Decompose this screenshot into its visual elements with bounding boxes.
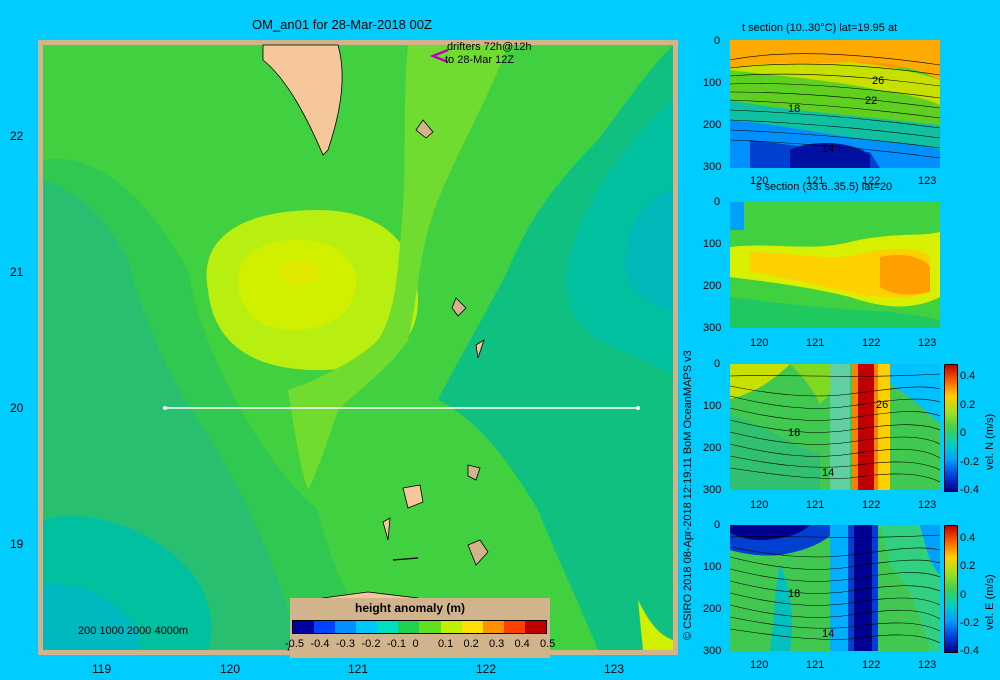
colorbar-ticks: -0.5 -0.4 -0.3 -0.2 -0.1 0 0.1 0.2 0.3 0.4 0.5 <box>285 638 555 652</box>
colorbar-swatch <box>356 621 378 633</box>
map-x-tick-120: 120 <box>220 662 241 676</box>
colorbar-swatch <box>398 621 420 633</box>
colorbar-tick: 0 <box>412 638 419 650</box>
map-x-tick-121: 121 <box>348 662 369 676</box>
colorbar-tick: 0.1 <box>438 638 454 650</box>
salinity-section <box>730 202 940 328</box>
map-y-tick-22: 22 <box>10 129 24 143</box>
vel-n-label: vel. N (m/s) <box>984 413 996 470</box>
colorbar-tick: 0.4 <box>514 638 530 650</box>
colorbar-swatch <box>419 621 441 633</box>
map-x-tick-122: 122 <box>476 662 497 676</box>
svg-text:14: 14 <box>822 467 834 479</box>
map-y-tick-20: 20 <box>10 401 24 415</box>
map-title: OM_an01 for 28-Mar-2018 00Z <box>252 17 432 32</box>
velocity-north-section: 26 18 14 <box>730 364 940 490</box>
colorbar-swatch <box>314 621 336 633</box>
colorbar-swatch <box>440 621 462 633</box>
depth-legend: 200 1000 2000 4000m <box>78 625 189 637</box>
map-x-tick-123: 123 <box>604 662 625 676</box>
colorbar-tick: -0.3 <box>336 638 355 650</box>
svg-text:26: 26 <box>876 399 888 411</box>
colorbar-tick: -0.5 <box>285 638 304 650</box>
drifter-note-line2: to 28-Mar 12Z <box>445 54 515 66</box>
colorbar-tick: 0.3 <box>489 638 505 650</box>
colorbar-strip <box>292 620 547 634</box>
drifter-note-line1: drifters 72h@12h <box>447 41 532 53</box>
colorbar-swatch <box>503 621 525 633</box>
height-anomaly-colorbar: height anomaly (m) -0.5 -0.4 -0.3 -0.2 -0.1 0… <box>285 598 555 658</box>
map-y-tick-21: 21 <box>10 265 24 279</box>
colorbar-swatch <box>482 621 504 633</box>
colorbar-swatch <box>293 621 315 633</box>
vel-e-colorbar <box>944 525 958 653</box>
colorbar-tick: -0.4 <box>310 638 330 650</box>
colorbar-label: height anomaly (m) <box>355 601 466 615</box>
panel-t-title: t section (10..30°C) lat=19.95 at <box>742 22 898 34</box>
svg-text:22: 22 <box>865 95 877 107</box>
t-contour-26: 26 <box>872 75 884 87</box>
taiwan-landmass <box>262 44 343 156</box>
vel-n-colorbar <box>944 364 958 492</box>
temperature-section: 26 22 18 14 <box>730 40 940 168</box>
drifter-arrow-icon <box>429 48 449 64</box>
svg-text:18: 18 <box>788 588 800 600</box>
vel-e-label: vel. E (m/s) <box>984 574 996 630</box>
colorbar-tick: 0.2 <box>463 638 479 650</box>
svg-text:14: 14 <box>822 628 834 640</box>
velocity-east-section: 18 14 <box>730 525 940 651</box>
colorbar-tick: -0.2 <box>361 638 381 650</box>
credit-text: © CSIRO 2018 08-Apr-2018 12:19:11 BoM Oc… <box>682 350 694 640</box>
svg-text:18: 18 <box>788 427 800 439</box>
colorbar-swatch <box>524 621 546 633</box>
map-x-tick-119: 119 <box>92 662 112 676</box>
colorbar-tick: -0.1 <box>387 638 406 650</box>
map-y-tick-19: 19 <box>10 537 24 551</box>
colorbar-swatch <box>377 621 399 633</box>
svg-text:14: 14 <box>822 143 834 155</box>
panel-s-title: s section (33.6..35.5) lat=20 <box>756 181 893 193</box>
height-anomaly-map <box>38 40 678 655</box>
colorbar-swatch <box>461 621 483 633</box>
colorbar-tick: 0.5 <box>540 638 556 650</box>
svg-text:18: 18 <box>788 103 800 115</box>
colorbar-swatch <box>335 621 357 633</box>
